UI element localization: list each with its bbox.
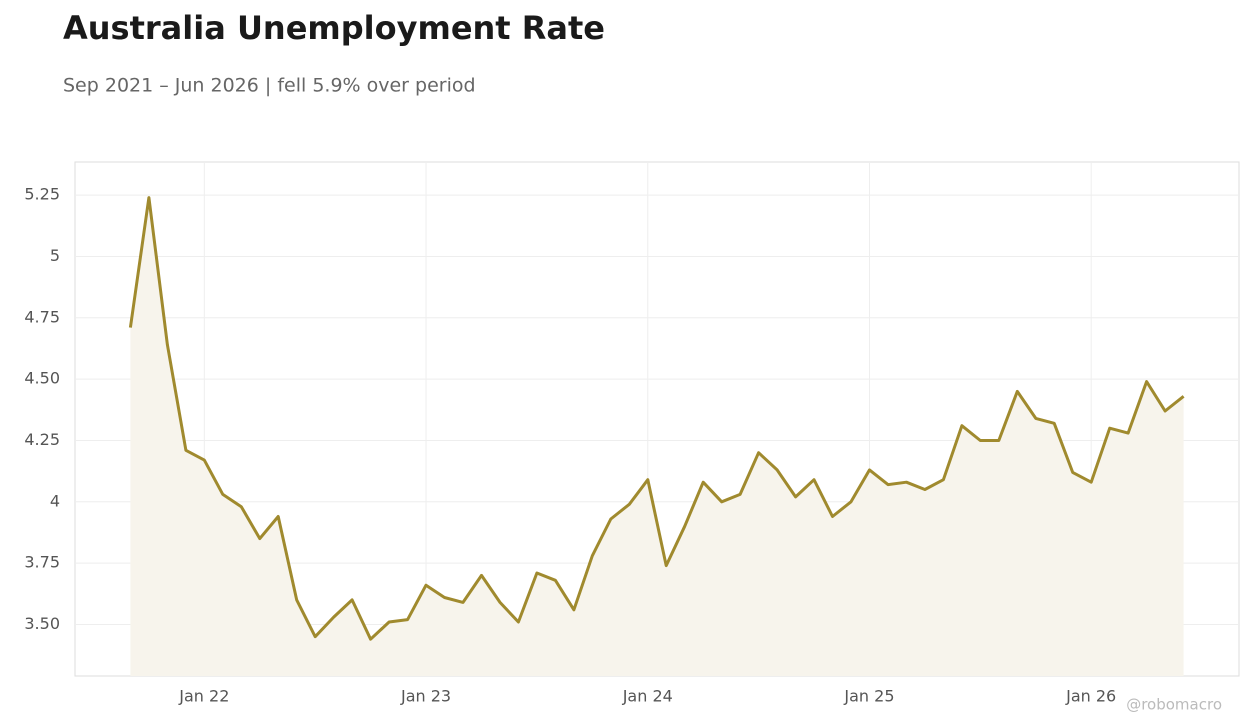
x-tick-label: Jan 24 [622, 687, 673, 706]
y-tick-label: 5 [50, 246, 60, 265]
y-tick-label: 4.75 [24, 307, 60, 326]
chart-subtitle: Sep 2021 – Jun 2026 | fell 5.9% over per… [63, 75, 476, 97]
y-tick-label: 3.50 [24, 614, 60, 633]
y-tick-label: 3.75 [24, 553, 60, 572]
y-tick-label: 4.25 [24, 430, 60, 449]
x-tick-label: Jan 22 [178, 687, 229, 706]
x-tick-label: Jan 26 [1065, 687, 1116, 706]
x-tick-label: Jan 25 [843, 687, 894, 706]
watermark: @robomacro [1126, 696, 1222, 714]
area [130, 197, 1184, 676]
chart-title: Australia Unemployment Rate [63, 9, 605, 47]
line [128, 196, 1185, 641]
y-tick-label: 5.25 [24, 185, 60, 204]
y-tick-label: 4.50 [24, 369, 60, 388]
y-tick-label: 4 [50, 491, 60, 510]
x-tick-label: Jan 23 [400, 687, 451, 706]
